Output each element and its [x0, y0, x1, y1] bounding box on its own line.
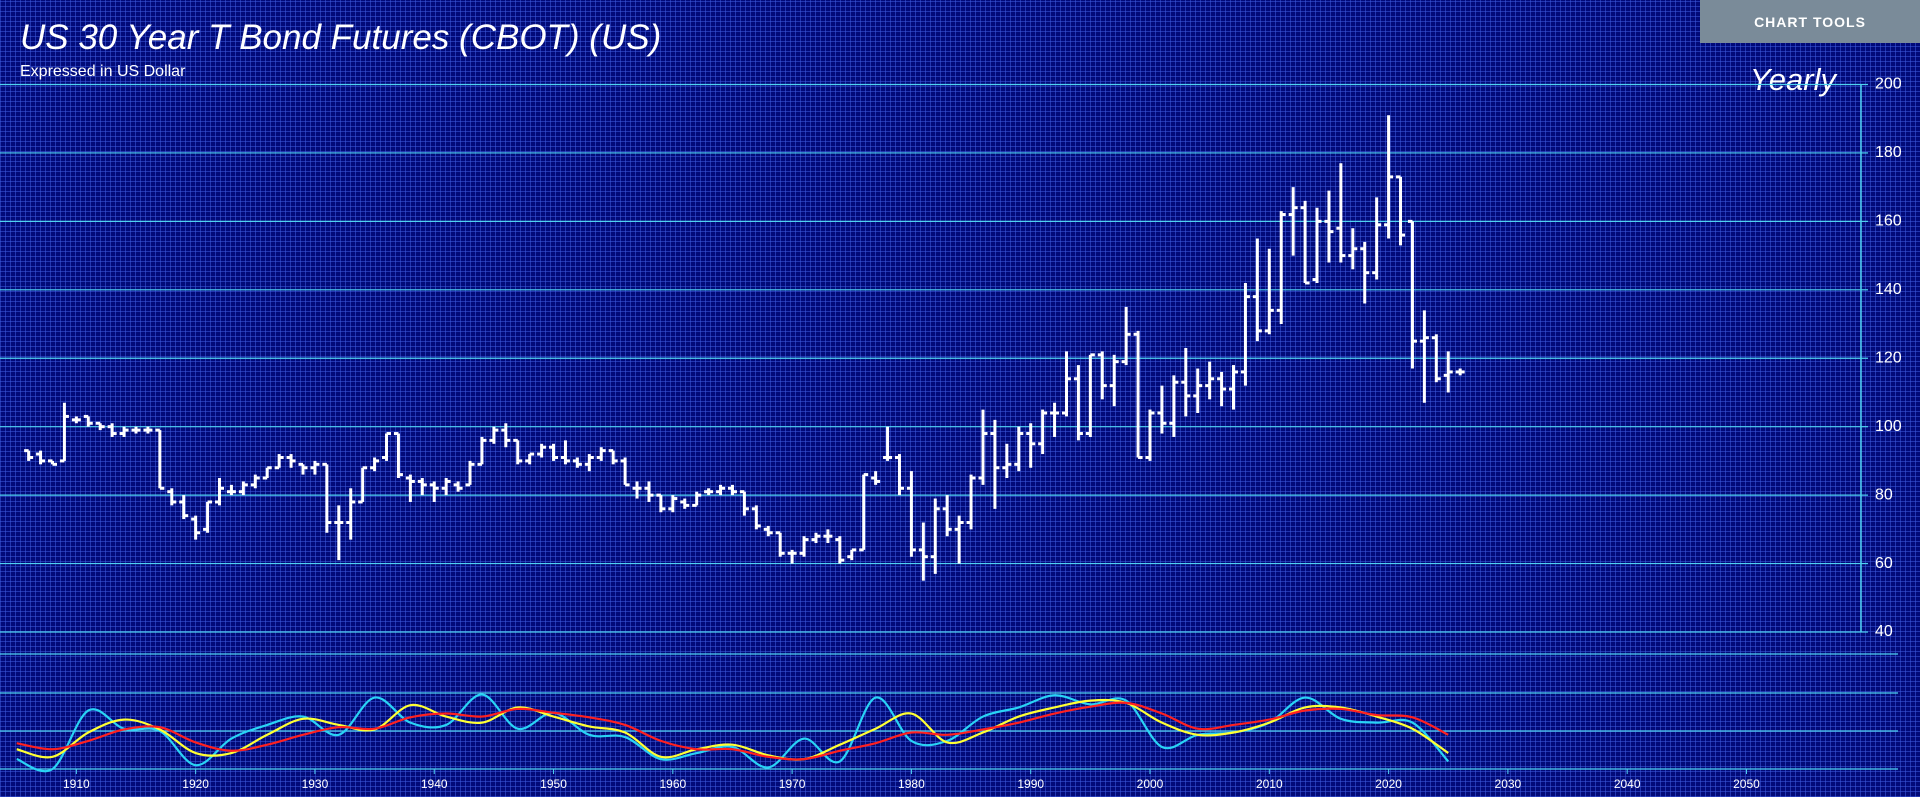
- x-tick-label: 1950: [540, 777, 567, 791]
- x-tick-label: 1990: [1017, 777, 1044, 791]
- y-tick-label: 40: [1875, 623, 1893, 640]
- oscillator-line: [16, 701, 1449, 761]
- x-tick-label: 2040: [1614, 777, 1641, 791]
- x-tick-label: 2000: [1137, 777, 1164, 791]
- x-tick-label: 2020: [1375, 777, 1402, 791]
- y-tick-label: 200: [1875, 76, 1902, 93]
- chart-subtitle: Expressed in US Dollar: [20, 63, 186, 80]
- y-tick-label: 120: [1875, 349, 1902, 366]
- x-tick-label: 1970: [779, 777, 806, 791]
- x-tick-label: 1980: [898, 777, 925, 791]
- oscillator-line: [16, 698, 1449, 761]
- period-label: Yearly: [1749, 62, 1836, 97]
- y-tick-label: 140: [1875, 281, 1902, 298]
- y-tick-label: 60: [1875, 555, 1893, 572]
- x-tick-label: 1920: [182, 777, 209, 791]
- chart-tools-button[interactable]: CHART TOOLS: [1700, 0, 1920, 43]
- y-tick-label: 160: [1875, 213, 1902, 230]
- x-tick-label: 1960: [659, 777, 686, 791]
- y-tick-label: 180: [1875, 144, 1902, 161]
- chart-title: US 30 Year T Bond Futures (CBOT) (US): [20, 18, 662, 57]
- oscillator-line: [16, 693, 1450, 773]
- x-tick-label: 2030: [1495, 777, 1522, 791]
- x-tick-label: 1910: [63, 777, 90, 791]
- x-tick-label: 1930: [302, 777, 329, 791]
- y-tick-label: 100: [1875, 418, 1902, 435]
- y-tick-label: 80: [1875, 486, 1893, 503]
- x-tick-label: 1940: [421, 777, 448, 791]
- x-tick-label: 2010: [1256, 777, 1283, 791]
- x-tick-label: 2050: [1733, 777, 1760, 791]
